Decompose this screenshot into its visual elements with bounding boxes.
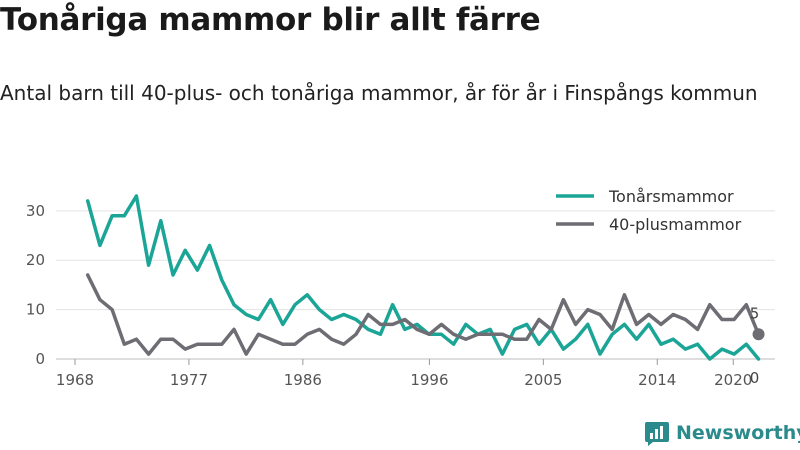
y-tick-label: 0 bbox=[35, 350, 45, 368]
series-line-40-plusmammor bbox=[85, 273, 761, 356]
y-tick-label: 30 bbox=[26, 202, 45, 220]
chart-subtitle: Antal barn till 40-plus- och tonåriga ma… bbox=[0, 81, 758, 105]
y-tick-label: 20 bbox=[26, 251, 45, 269]
gridlines bbox=[56, 210, 775, 360]
legend-label: 40-plusmammor bbox=[609, 215, 742, 234]
brand-logo: Newsworthy bbox=[644, 419, 800, 447]
brand-name: Newsworthy bbox=[676, 422, 800, 444]
legend: Tonårsmammor 40-plusmammor bbox=[556, 187, 742, 234]
series-line-tonarsmammor bbox=[85, 194, 761, 361]
x-tick-label: 1996 bbox=[410, 371, 448, 389]
end-value-label: 5 bbox=[750, 304, 760, 322]
newsworthy-icon bbox=[645, 422, 669, 446]
x-tick-label: 2014 bbox=[638, 371, 676, 389]
x-tick-label: 2005 bbox=[524, 371, 562, 389]
x-axis-ticks: 1968 1977 1986 1996 2005 2014 2020 bbox=[56, 359, 752, 389]
x-tick-label: 1986 bbox=[284, 371, 322, 389]
series-lines: 05 bbox=[85, 194, 765, 387]
x-tick-label: 2020 bbox=[714, 371, 752, 389]
chart-title: Tonåriga mammor blir allt färre bbox=[0, 2, 541, 38]
legend-label: Tonårsmammor bbox=[608, 187, 734, 206]
end-point-marker bbox=[752, 328, 765, 341]
end-value-label: 0 bbox=[750, 369, 760, 387]
y-axis-ticks: 0 10 20 30 bbox=[26, 202, 45, 368]
x-tick-label: 1968 bbox=[56, 371, 94, 389]
y-tick-label: 10 bbox=[26, 301, 45, 319]
x-tick-label: 1977 bbox=[170, 371, 208, 389]
